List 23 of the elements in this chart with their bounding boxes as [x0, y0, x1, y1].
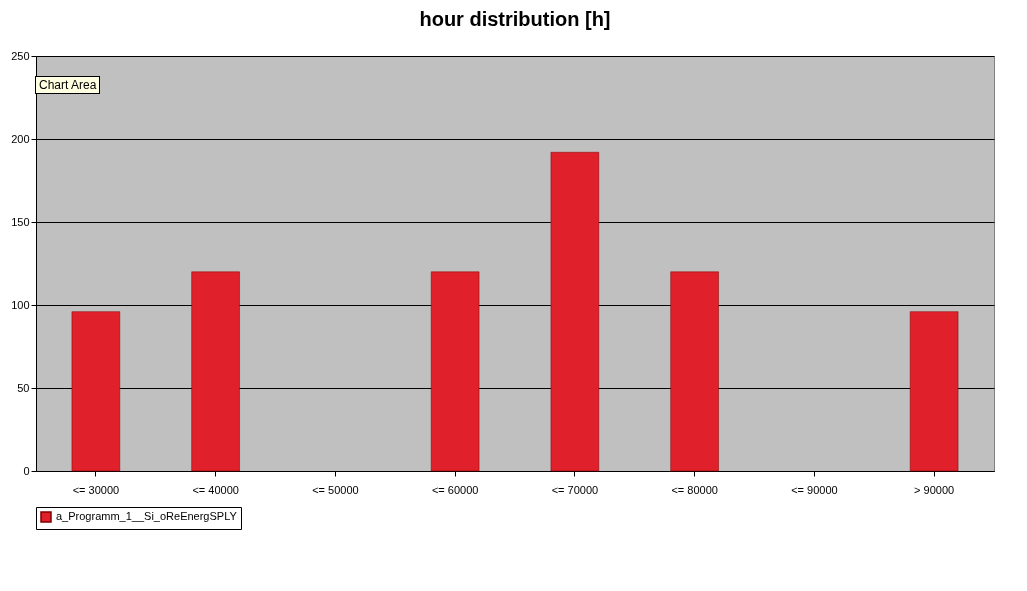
legend-label: a_Programm_1__Si_oReEnergSPLY	[56, 510, 238, 522]
x-tick-label: <= 90000	[791, 483, 838, 496]
x-tick-label: > 90000	[914, 483, 955, 496]
annotation: Chart Area	[35, 76, 101, 94]
x-tick-label: <= 60000	[431, 483, 479, 496]
y-tick-label: 50	[17, 381, 30, 394]
chart-title: hour distribution [h]	[419, 8, 611, 30]
bar	[670, 271, 719, 472]
bar	[550, 152, 600, 472]
x-tick-label: <= 40000	[192, 483, 239, 496]
y-tick-label: 150	[11, 215, 30, 228]
y-tick-label: 0	[23, 464, 30, 477]
x-tick-label: <= 30000	[72, 483, 120, 496]
bar	[909, 311, 959, 472]
y-tick-label: 100	[11, 298, 30, 311]
y-tick-label: 250	[11, 49, 30, 62]
x-tick-label: <= 70000	[551, 483, 599, 496]
bar	[71, 311, 121, 472]
y-tick-label: 200	[11, 132, 30, 145]
x-tick-label: <= 80000	[671, 483, 718, 496]
bar	[191, 271, 240, 472]
x-tick-label: <= 50000	[312, 483, 359, 496]
bar	[430, 271, 480, 472]
